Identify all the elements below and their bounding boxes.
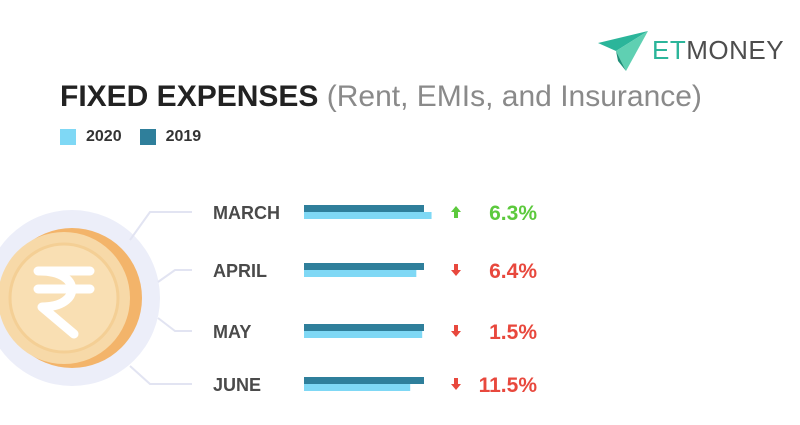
legend-label-2020: 2020	[86, 128, 122, 145]
rupee-coin-icon	[0, 210, 160, 386]
paper-plane-icon	[598, 31, 648, 71]
bar-2019-march	[304, 205, 424, 212]
legend-label-2019: 2019	[165, 128, 202, 145]
bar-2020-may	[304, 331, 423, 338]
legend-item-2020: 2020	[60, 128, 122, 146]
change-label-march: 6.3%	[489, 202, 537, 225]
category-label-april: APRIL	[213, 261, 267, 281]
bar-2020-march	[304, 212, 432, 219]
category-label-march: MARCH	[213, 203, 280, 223]
chart-subtitle: (Rent, EMIs, and Insurance)	[326, 80, 702, 113]
bar-2019-april	[304, 263, 424, 270]
arrow-down-icon	[451, 378, 461, 390]
bar-2019-june	[304, 377, 424, 384]
brand-name: ETMONEY	[652, 35, 784, 66]
arrow-down-icon	[451, 264, 461, 276]
legend-item-2019: 2019	[139, 128, 202, 146]
brand-name-money: MONEY	[686, 34, 785, 65]
category-label-june: JUNE	[213, 375, 261, 395]
bar-2020-june	[304, 384, 411, 391]
change-label-june: 11.5%	[479, 374, 538, 397]
change-label-may: 1.5%	[489, 321, 537, 344]
bar-2019-may	[304, 324, 424, 331]
legend-swatch-2019	[139, 129, 156, 145]
chart-title-main: FIXED EXPENSES	[60, 80, 319, 113]
category-label-may: MAY	[213, 322, 251, 342]
arrow-up-icon	[451, 206, 461, 218]
connector-lines	[129, 211, 192, 385]
rupee-symbol	[33, 266, 95, 339]
arrow-down-icon	[451, 325, 461, 337]
legend-swatch-2020	[60, 129, 76, 145]
legend: 2020 2019	[60, 128, 219, 146]
chart-title: FIXED EXPENSES (Rent, EMIs, and Insuranc…	[60, 79, 702, 115]
bars-group: MARCH 6.3% APRIL 6.4% MAY 1.5% JUNE 11.5%	[213, 202, 537, 397]
bar-2020-april	[304, 270, 417, 277]
brand-name-et: ET	[652, 34, 687, 65]
brand-logo: ETMONEY	[596, 26, 786, 74]
change-label-april: 6.4%	[489, 260, 537, 283]
